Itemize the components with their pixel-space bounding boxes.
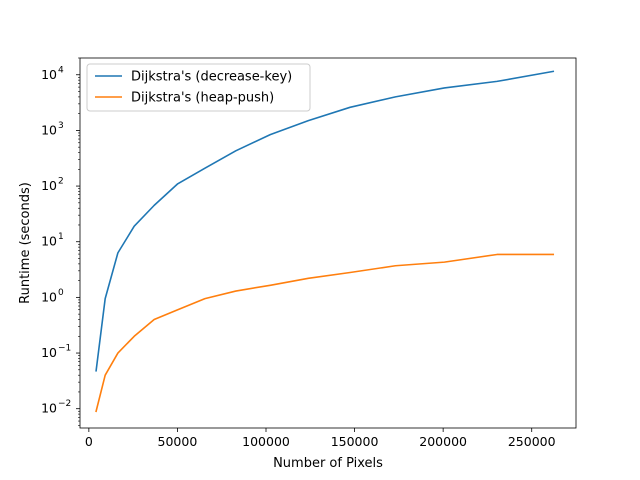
axes-frame xyxy=(79,57,577,429)
legend-label: Dijkstra's (heap-push) xyxy=(131,91,274,106)
y-tick-exponent: −2 xyxy=(58,399,71,409)
y-tick-exponent: 3 xyxy=(58,121,64,131)
x-tick-label: 250000 xyxy=(508,434,556,449)
series-line-2 xyxy=(95,253,555,413)
y-tick-label: 10 xyxy=(41,234,57,249)
y-tick-label: 10 xyxy=(41,122,57,137)
legend: Dijkstra's (decrease-key) Dijkstra's (hea… xyxy=(86,63,311,112)
x-tick-label: 150000 xyxy=(331,434,379,449)
x-tick-label: 200000 xyxy=(419,434,467,449)
series-line-1 xyxy=(95,70,555,372)
y-tick-label: 10 xyxy=(41,67,57,82)
y-tick-exponent: −1 xyxy=(58,344,71,354)
legend-box xyxy=(86,63,311,112)
x-axis: 0 50000 100000 150000 200000 250000 xyxy=(85,428,556,449)
plot-area xyxy=(95,70,555,413)
y-tick-exponent: 4 xyxy=(58,65,64,75)
x-tick-label: 0 xyxy=(85,434,93,449)
y-tick-exponent: 1 xyxy=(58,232,64,242)
y-axis-label: Runtime (seconds) xyxy=(18,182,33,304)
y-tick-exponent: 0 xyxy=(58,288,64,298)
x-axis-label: Number of Pixels xyxy=(273,456,383,471)
y-tick-exponent: 2 xyxy=(58,177,64,187)
x-tick-label: 100000 xyxy=(242,434,290,449)
legend-label: Dijkstra's (decrease-key) xyxy=(131,70,292,85)
y-tick-label: 10 xyxy=(41,178,57,193)
x-tick-label: 50000 xyxy=(158,434,198,449)
y-tick-label: 10 xyxy=(41,345,57,360)
y-tick-label: 10 xyxy=(41,289,57,304)
y-tick-label: 10 xyxy=(41,401,57,416)
